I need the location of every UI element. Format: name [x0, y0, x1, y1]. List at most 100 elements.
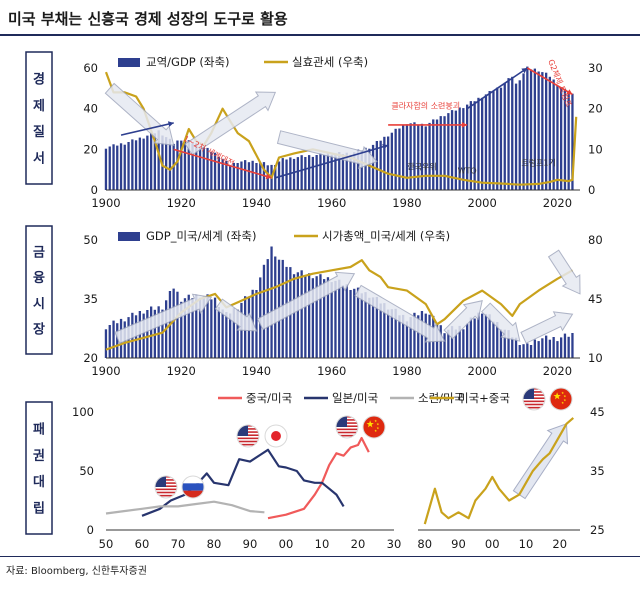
financial-market-x-tick: 2000 — [468, 364, 497, 378]
p2-arrow-fall-3 — [480, 302, 521, 342]
economic-order-bar — [394, 128, 397, 190]
russia-flag-blue — [182, 483, 204, 491]
hegemony-y-tick: 50 — [79, 464, 94, 478]
financial-market-bar — [308, 273, 311, 358]
economic-order-bar — [345, 152, 348, 190]
financial-market-bar — [484, 313, 488, 358]
us-china-y-tick: 25 — [590, 523, 605, 537]
financial-market-bar — [405, 321, 409, 358]
financial-market-bar — [311, 278, 314, 358]
china-flag-star-0 — [553, 392, 561, 400]
economic-order-bar — [383, 136, 386, 190]
economic-order-bar — [247, 162, 251, 190]
economic-order-bar — [499, 87, 503, 190]
financial-market-bar — [292, 274, 296, 358]
economic-order-bar — [195, 143, 198, 190]
financial-market-bar — [330, 282, 333, 358]
economic-order-bar — [511, 76, 514, 190]
economic-order-bar — [206, 147, 209, 190]
economic-order-bar — [432, 119, 435, 190]
financial-market-bar — [522, 344, 525, 358]
financial-market-y-left-tick: 20 — [83, 351, 98, 365]
economic-order-bar — [180, 140, 183, 190]
us-flag-canton — [155, 476, 166, 487]
economic-order-bar — [428, 122, 431, 190]
financial-market-bar — [409, 317, 412, 358]
us-flag-body — [237, 425, 259, 447]
economic-order-bar — [356, 149, 360, 190]
p1-blue-arrow-2 — [275, 144, 389, 179]
p2-arrow-rise-1 — [114, 293, 213, 344]
financial-market-bar — [563, 333, 567, 358]
financial-market-label-char: 시 — [33, 297, 45, 312]
us-flag-stripe — [155, 488, 177, 491]
economic-order-bar — [213, 152, 217, 190]
financial-market-y-left-tick: 50 — [83, 233, 98, 247]
financial-market-bar — [232, 308, 235, 358]
financial-market-bar — [402, 314, 405, 358]
financial-market-bar — [518, 345, 521, 358]
financial-market-bar — [180, 301, 183, 358]
p1-annotation-korea: 한국우위 — [407, 163, 436, 172]
economic-order-bar — [300, 155, 303, 190]
us-china-x-tick: 20 — [552, 537, 567, 551]
financial-market-y-left-tick: 35 — [83, 292, 98, 306]
financial-market-bar — [443, 333, 446, 358]
economic-order-y-right-tick: 10 — [588, 142, 603, 156]
economic-order-bar — [390, 132, 393, 190]
economic-order-bar — [349, 154, 352, 190]
economic-order-bar — [119, 143, 123, 190]
financial-market-bar — [450, 326, 454, 358]
p1-red-arrow-2-head — [461, 122, 468, 128]
economic-order-label-char: 질 — [33, 125, 45, 140]
economic-order-bar — [308, 155, 311, 190]
economic-order-y-right-tick: 0 — [588, 183, 595, 197]
financial-market-bar — [206, 294, 209, 358]
us-flag-canton — [237, 425, 248, 436]
russia-flag-white — [182, 476, 204, 484]
us-flag-stripe — [336, 434, 358, 437]
economic-order-bar — [319, 153, 322, 190]
us-flag-stripe — [237, 437, 259, 440]
economic-order-bar — [281, 158, 284, 190]
financial-market-label-char: 장 — [33, 321, 45, 337]
figure-title: 미국 부채는 신흥국 경제 성장의 도구로 활용 — [8, 10, 288, 28]
economic-order-bar — [526, 66, 529, 190]
p1-blue-arrow-3-head — [521, 68, 528, 74]
financial-market-bar — [213, 297, 217, 358]
financial-market-bar — [274, 256, 277, 358]
economic-order-bar — [153, 133, 156, 190]
economic-order-bar — [398, 128, 401, 190]
hegemony-x-tick: 50 — [99, 537, 114, 551]
us-china-x-tick: 10 — [519, 537, 534, 551]
economic-order-bar — [387, 136, 390, 190]
economic-order-bar — [567, 93, 570, 190]
economic-order-bar — [556, 85, 559, 190]
hegemony-race-label-char: 패 — [33, 422, 45, 437]
economic-order-bar — [405, 124, 409, 190]
economic-order-bar — [176, 140, 179, 190]
economic-order-bar — [450, 110, 454, 190]
financial-market-bar — [157, 306, 160, 358]
financial-market-bar — [262, 264, 266, 358]
china-flag — [549, 387, 573, 411]
p1-blue-arrow-1-head — [167, 121, 174, 127]
economic-order-bar — [481, 97, 484, 190]
economic-order-bar — [116, 145, 119, 190]
economic-order-bar — [341, 154, 345, 190]
financial-market-bar — [323, 279, 326, 358]
economic-order-bar — [507, 78, 510, 190]
financial-market-bar — [526, 343, 529, 358]
financial-market-bar — [345, 284, 348, 359]
economic-order-bar — [183, 140, 187, 190]
financial-market-label-char: 융 — [33, 270, 45, 286]
financial-market-bar — [353, 288, 356, 358]
financial-market-bar — [341, 285, 345, 358]
financial-market-bar — [454, 329, 457, 358]
hegemony-x-tick: 10 — [315, 537, 330, 551]
financial-market-bar — [398, 315, 401, 358]
us-china-x-tick: 80 — [417, 537, 432, 551]
financial-market-bar — [548, 339, 551, 358]
financial-market-bar — [466, 323, 469, 358]
p2-arrow-rise-3 — [443, 300, 483, 340]
